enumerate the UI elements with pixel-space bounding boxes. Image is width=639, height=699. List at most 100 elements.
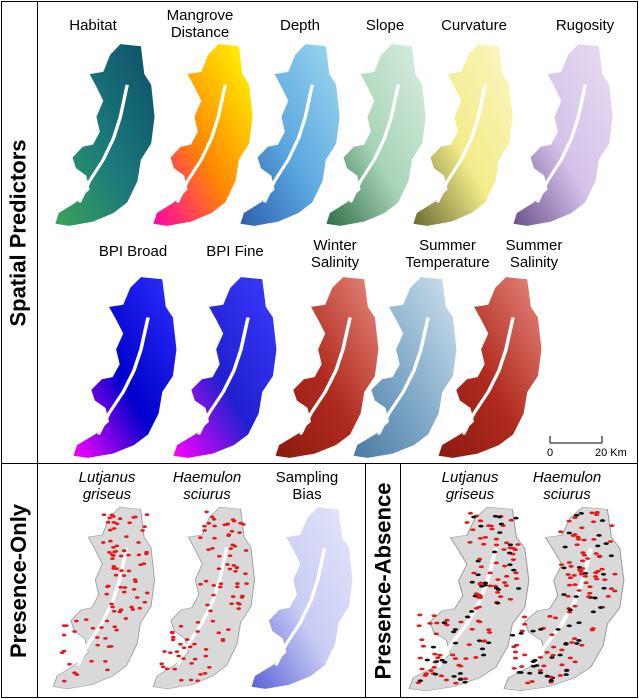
presence-point bbox=[415, 681, 421, 685]
presence-point bbox=[566, 583, 573, 587]
absence-point bbox=[534, 664, 540, 667]
section-divider bbox=[400, 463, 401, 698]
section-divider bbox=[37, 1, 38, 464]
channel-line bbox=[376, 317, 430, 435]
presence-point bbox=[117, 610, 123, 614]
presence-point bbox=[216, 554, 222, 558]
presence-point bbox=[487, 571, 493, 575]
presence-point bbox=[567, 656, 573, 660]
presence-point bbox=[568, 564, 574, 568]
presence-point bbox=[74, 673, 80, 677]
presence-point bbox=[571, 574, 577, 577]
map-mangrove bbox=[153, 44, 253, 226]
presence-point bbox=[136, 553, 142, 557]
label-text: Depth bbox=[279, 17, 321, 34]
presence-point bbox=[113, 573, 119, 577]
absence-point bbox=[549, 656, 555, 659]
presence-point bbox=[99, 626, 104, 629]
presence-point bbox=[104, 619, 110, 623]
presence-point bbox=[124, 535, 129, 539]
presence-point bbox=[111, 609, 117, 613]
presence-point bbox=[227, 567, 233, 571]
presence-point bbox=[230, 595, 236, 598]
presence-point bbox=[478, 565, 485, 569]
presence-point bbox=[192, 642, 197, 646]
presence-point bbox=[110, 557, 115, 561]
presence-point bbox=[198, 536, 203, 540]
presence-point bbox=[206, 548, 211, 551]
absence-point bbox=[475, 573, 481, 577]
presence-point bbox=[417, 613, 423, 617]
presence-point bbox=[144, 513, 150, 516]
presence-point bbox=[137, 606, 143, 610]
coastline-shape bbox=[513, 44, 613, 226]
presence-point bbox=[232, 544, 238, 548]
presence-point bbox=[174, 650, 180, 653]
presence-point bbox=[453, 681, 459, 685]
absence-point bbox=[599, 519, 606, 522]
presence-point bbox=[114, 544, 120, 548]
presence-point bbox=[112, 625, 117, 629]
absence-point bbox=[582, 571, 589, 575]
presence-point bbox=[62, 679, 67, 683]
presence-point bbox=[486, 631, 493, 634]
label-text: Rugosity bbox=[555, 17, 615, 34]
presence-only-text: Presence-Only bbox=[6, 503, 32, 658]
presence-point bbox=[608, 587, 615, 591]
presence-point bbox=[513, 577, 520, 581]
map-label: Summer Salinity bbox=[484, 237, 584, 271]
presence-point bbox=[114, 628, 119, 632]
label-text: BPI Fine bbox=[206, 243, 264, 260]
absence-point bbox=[530, 629, 536, 633]
coastline-shape bbox=[326, 44, 426, 226]
presence-point bbox=[512, 656, 519, 660]
presence-point bbox=[211, 517, 217, 521]
presence-point bbox=[95, 643, 100, 647]
coastline-shape bbox=[152, 506, 255, 690]
presence-point bbox=[572, 583, 578, 587]
presence-point bbox=[473, 607, 479, 610]
presence-point bbox=[170, 638, 176, 642]
presence-point bbox=[510, 558, 517, 562]
map-label: Winter Salinity bbox=[285, 237, 385, 271]
channel-line bbox=[274, 547, 327, 666]
presence-point bbox=[587, 591, 593, 595]
presence-point bbox=[581, 538, 587, 542]
presence-point bbox=[547, 614, 553, 618]
presence-point bbox=[195, 621, 201, 624]
presence-point bbox=[607, 540, 614, 543]
presence-point bbox=[565, 573, 571, 576]
presence-point bbox=[170, 635, 176, 639]
presence-point bbox=[181, 646, 187, 650]
presence-point bbox=[198, 673, 203, 676]
presence-point bbox=[104, 592, 110, 596]
absence-point bbox=[566, 624, 572, 628]
absence-point bbox=[532, 658, 538, 662]
absence-point bbox=[492, 514, 499, 518]
map-rugosity bbox=[513, 44, 613, 226]
label-text: Sampling Bias bbox=[275, 469, 339, 503]
presence-point bbox=[212, 536, 217, 540]
channel-line bbox=[175, 84, 227, 203]
absence-point bbox=[476, 639, 483, 643]
presence-point bbox=[559, 648, 565, 652]
presence-point bbox=[211, 583, 216, 587]
presence-point bbox=[181, 657, 186, 660]
map-pa bbox=[503, 506, 625, 692]
presence-point bbox=[427, 621, 433, 625]
absence-point bbox=[518, 631, 524, 635]
presence-point bbox=[110, 605, 115, 609]
presence-point bbox=[423, 672, 430, 676]
presence-point bbox=[471, 571, 477, 575]
presence-point bbox=[111, 545, 116, 549]
presence-point bbox=[602, 578, 608, 582]
absence-point bbox=[595, 544, 601, 548]
presence-point bbox=[594, 577, 600, 581]
presence-point bbox=[501, 581, 508, 584]
scale-bar bbox=[549, 436, 603, 444]
absence-point bbox=[511, 568, 517, 572]
presence-point bbox=[493, 561, 500, 565]
absence-point bbox=[439, 658, 445, 662]
absence-point bbox=[574, 642, 580, 645]
presence-point bbox=[508, 518, 514, 522]
